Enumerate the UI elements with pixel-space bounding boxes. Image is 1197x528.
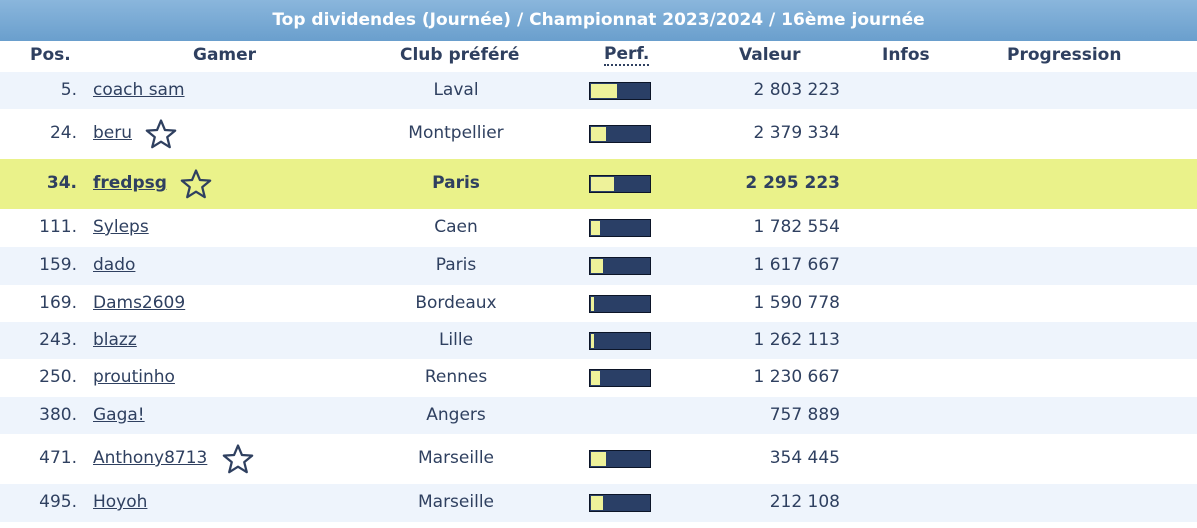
table-row: 471. Anthony8713 Marseille 354 445 xyxy=(0,434,1197,484)
club-name: Angers xyxy=(426,404,486,425)
valeur: 757 889 xyxy=(769,404,840,425)
header-gamer: Gamer xyxy=(193,45,257,65)
club-name: Paris xyxy=(432,173,480,193)
valeur: 212 108 xyxy=(769,492,840,512)
row-position: 495. xyxy=(39,492,77,512)
valeur: 2 803 223 xyxy=(753,79,840,100)
row-position: 243. xyxy=(39,329,77,350)
table-row: 243. blazz Lille 1 262 113 xyxy=(0,322,1197,359)
row-position: 250. xyxy=(39,367,77,387)
perf-bar-fill xyxy=(591,333,594,348)
gamer-link[interactable]: proutinho xyxy=(93,367,175,387)
table-row: 495. Hoyoh Marseille 212 108 xyxy=(0,484,1197,522)
table-row: 24. beru Montpellier 2 379 334 xyxy=(0,109,1197,159)
perf-bar-fill xyxy=(591,296,594,311)
valeur: 1 230 667 xyxy=(753,367,840,387)
club-name: Lille xyxy=(438,329,474,350)
table-row: 169. Dams2609 Bordeaux 1 590 778 xyxy=(0,285,1197,322)
valeur: 2 295 223 xyxy=(745,173,840,193)
header-pos: Pos. xyxy=(30,45,71,65)
gamer-link[interactable]: fredpsg xyxy=(93,173,167,193)
row-position: 380. xyxy=(39,404,77,425)
table-row: 5. coach sam Laval 2 803 223 xyxy=(0,72,1197,109)
table-row: 34. fredpsg Paris 2 295 223 xyxy=(0,159,1197,209)
table-row: 159. dado Paris 1 617 667 xyxy=(0,247,1197,285)
valeur: 2 379 334 xyxy=(753,123,840,143)
perf-bar xyxy=(589,219,651,237)
valeur: 1 617 667 xyxy=(753,255,840,275)
perf-bar xyxy=(589,369,651,387)
perf-bar-fill xyxy=(591,127,606,141)
perf-bar xyxy=(589,294,651,313)
gamer-link[interactable]: dado xyxy=(93,255,136,275)
header-club: Club préféré xyxy=(400,45,520,65)
row-position: 111. xyxy=(39,217,77,237)
perf-bar xyxy=(589,331,651,350)
table-header: Pos. Gamer Club préféré Perf. Valeur Inf… xyxy=(0,41,1197,72)
perf-bar-fill xyxy=(591,83,617,98)
perf-bar-fill xyxy=(591,221,600,235)
row-position: 169. xyxy=(39,292,77,313)
row-position: 5. xyxy=(60,79,77,100)
star-outline-icon xyxy=(144,117,178,151)
row-position: 159. xyxy=(39,255,77,275)
row-position: 24. xyxy=(49,123,77,143)
gamer-link[interactable]: blazz xyxy=(93,329,137,350)
valeur: 1 590 778 xyxy=(753,292,840,313)
valeur: 1 262 113 xyxy=(753,329,840,350)
perf-bar-fill xyxy=(591,496,603,510)
gamer-link[interactable]: Hoyoh xyxy=(93,492,148,512)
gamer-link[interactable]: Dams2609 xyxy=(93,292,186,313)
club-name: Marseille xyxy=(417,492,495,512)
perf-bar-fill xyxy=(591,259,603,273)
gamer-link[interactable]: coach sam xyxy=(93,79,185,100)
table-title: Top dividendes (Journée) / Championnat 2… xyxy=(0,0,1197,42)
perf-bar xyxy=(589,257,651,275)
valeur: 1 782 554 xyxy=(753,217,840,237)
perf-bar-fill xyxy=(591,371,600,385)
club-name: Rennes xyxy=(424,367,488,387)
club-name: Montpellier xyxy=(408,123,504,143)
perf-bar-fill xyxy=(591,452,606,466)
perf-bar xyxy=(589,125,651,143)
row-position: 471. xyxy=(39,448,77,468)
club-name: Bordeaux xyxy=(415,292,497,313)
table-row: 250. proutinho Rennes 1 230 667 xyxy=(0,359,1197,397)
perf-bar-fill xyxy=(591,177,614,191)
row-position: 34. xyxy=(46,173,77,193)
star-outline-icon xyxy=(179,167,213,201)
club-name: Paris xyxy=(435,255,477,275)
gamer-link[interactable]: Syleps xyxy=(93,217,149,237)
header-perf[interactable]: Perf. xyxy=(604,44,650,66)
perf-bar xyxy=(589,494,651,512)
header-infos: Infos xyxy=(882,45,930,65)
perf-bar xyxy=(589,175,651,193)
gamer-link[interactable]: beru xyxy=(93,123,133,143)
table-row: 111. Syleps Caen 1 782 554 xyxy=(0,209,1197,247)
header-valeur: Valeur xyxy=(739,45,801,65)
club-name: Caen xyxy=(434,217,478,237)
star-outline-icon xyxy=(221,442,255,476)
table-row: 380. Gaga! Angers 757 889 xyxy=(0,397,1197,434)
header-progression: Progression xyxy=(1007,45,1122,65)
gamer-link[interactable]: Gaga! xyxy=(93,404,145,425)
perf-bar xyxy=(589,450,651,468)
club-name: Marseille xyxy=(417,448,495,468)
valeur: 354 445 xyxy=(769,448,840,468)
perf-bar xyxy=(589,81,651,100)
gamer-link[interactable]: Anthony8713 xyxy=(93,448,208,468)
club-name: Laval xyxy=(433,79,479,100)
